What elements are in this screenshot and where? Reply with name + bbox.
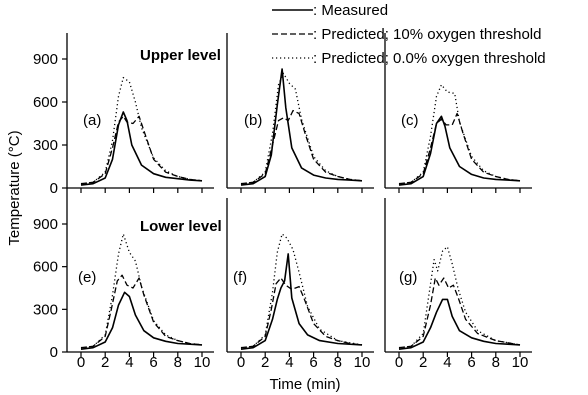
group-label-upper: Upper level — [140, 47, 221, 64]
panel-label: (c) — [401, 112, 419, 129]
labels-layer: (a) (b) (c) (e) (f) (g) — [78, 112, 419, 286]
panel-label: (b) — [244, 112, 262, 129]
group-label-lower: Lower level — [140, 218, 222, 235]
x-tick-label: 10 — [512, 354, 529, 371]
x-tick-label: 0 — [395, 354, 403, 371]
x-tick-label: 2 — [419, 354, 427, 371]
y-tick-label: 900 — [33, 51, 58, 68]
series-line-dotted — [398, 246, 521, 349]
x-tick-label: 10 — [194, 354, 211, 371]
series-line-dashed — [80, 115, 203, 185]
panel-label: (f) — [233, 269, 247, 286]
x-tick-label: 2 — [261, 354, 269, 371]
y-tick-label: 600 — [33, 94, 58, 111]
y-axis-label: Temperature (°C) — [6, 130, 23, 245]
series-line-dotted — [80, 233, 203, 349]
series-line-solid — [80, 111, 203, 186]
series-line-solid — [80, 291, 203, 350]
legend-entry: : Predicted; 10% oxygen threshold — [313, 26, 541, 43]
y-tick-label: 0 — [50, 344, 58, 361]
series-line-dashed — [80, 274, 203, 349]
y-tick-label: 300 — [33, 301, 58, 318]
series-line-dotted — [240, 72, 363, 185]
x-axis-label: Time (min) — [269, 376, 340, 393]
series-line-dashed — [240, 277, 363, 349]
x-tick-label: 0 — [237, 354, 245, 371]
series-line-solid — [240, 253, 363, 350]
x-tick-label: 6 — [149, 354, 157, 371]
x-tick-label: 6 — [309, 354, 317, 371]
y-tick-label: 600 — [33, 259, 58, 276]
curves-layer — [80, 68, 521, 350]
x-tick-label: 8 — [174, 354, 182, 371]
legend-entry: : Measured — [313, 2, 388, 19]
x-tick-label: 8 — [334, 354, 342, 371]
x-tick-label: 4 — [443, 354, 451, 371]
series-line-dashed — [398, 277, 521, 349]
x-tick-label: 4 — [125, 354, 133, 371]
x-tick-label: 8 — [492, 354, 500, 371]
panel-label: (e) — [78, 269, 96, 286]
y-tick-label: 300 — [33, 137, 58, 154]
series-line-dashed — [398, 112, 521, 185]
series-line-solid — [240, 68, 363, 186]
x-tick-label: 0 — [77, 354, 85, 371]
series-line-dashed — [240, 109, 363, 185]
x-tick-label: 4 — [285, 354, 293, 371]
panel-label: (a) — [83, 112, 101, 129]
panel-label: (g) — [399, 269, 417, 286]
series-line-dotted — [240, 233, 363, 349]
series-line-dotted — [398, 84, 521, 185]
series-line-solid — [398, 298, 521, 350]
legend: : Measured : Predicted; 10% oxygen thresh… — [272, 2, 546, 67]
y-tick-label: 0 — [50, 180, 58, 197]
series-line-dotted — [80, 76, 203, 185]
y-tick-label: 900 — [33, 216, 58, 233]
series-line-solid — [398, 115, 521, 186]
x-tick-label: 2 — [101, 354, 109, 371]
legend-entry: : Predicted; 0.0% oxygen threshold — [313, 50, 546, 67]
x-tick-label: 10 — [354, 354, 371, 371]
x-tick-label: 6 — [467, 354, 475, 371]
